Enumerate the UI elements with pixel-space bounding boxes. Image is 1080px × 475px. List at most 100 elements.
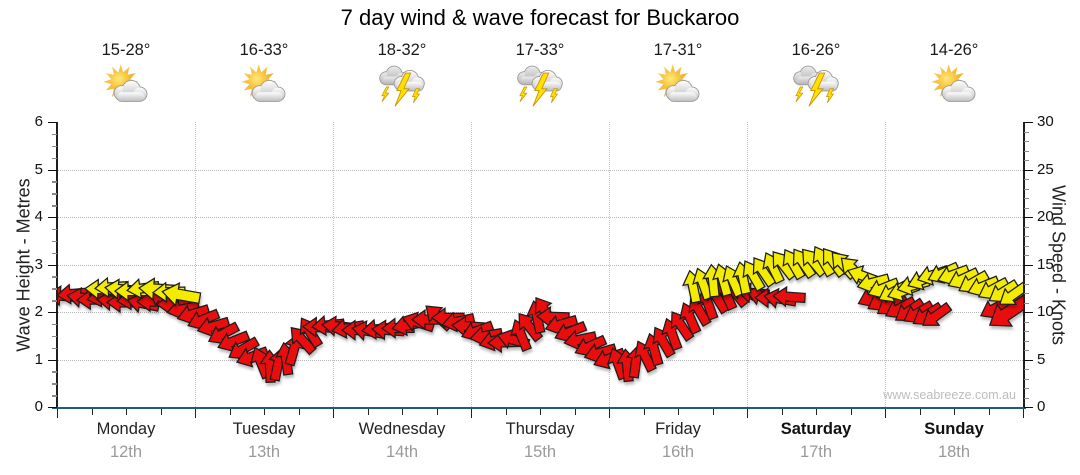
day-column-thursday: 17-33° bbox=[471, 40, 609, 122]
right-axis-tick bbox=[1024, 388, 1029, 390]
right-axis-tick bbox=[1024, 131, 1029, 133]
x-axis-date-label: 16th bbox=[661, 443, 695, 461]
right-axis-tick-label: 10 bbox=[1037, 303, 1054, 320]
right-axis-tick-label: 20 bbox=[1037, 208, 1054, 225]
bottom-axis-tick bbox=[57, 409, 59, 418]
chart-title: 7 day wind & wave forecast for Buckaroo bbox=[340, 5, 740, 30]
left-axis-tick bbox=[52, 335, 57, 338]
sun-behind-cloud-icon bbox=[650, 62, 706, 112]
left-axis-tick bbox=[52, 228, 57, 231]
x-axis-day-label: Saturday bbox=[780, 420, 852, 438]
left-axis-tick-label: 6 bbox=[34, 113, 43, 130]
bottom-axis-tick bbox=[126, 409, 128, 415]
bottom-axis-tick bbox=[954, 409, 956, 415]
day-column-friday: 17-31° bbox=[609, 40, 747, 122]
bottom-axis-tick bbox=[919, 409, 921, 415]
wind-arrow bbox=[563, 329, 598, 351]
temperature-range-label: 16-26° bbox=[791, 41, 841, 59]
bottom-axis-tick bbox=[229, 409, 231, 415]
day-column-sunday: 14-26° bbox=[885, 40, 1023, 122]
left-axis-tick-label: 3 bbox=[34, 255, 43, 273]
bottom-axis-tick bbox=[781, 409, 783, 415]
x-axis-day-label: Tuesday bbox=[232, 420, 296, 438]
storm-clouds-lightning-icon bbox=[374, 62, 430, 112]
bottom-axis-tick bbox=[712, 409, 714, 415]
bottom-axis-tick bbox=[505, 409, 507, 415]
day-column-wednesday: 18-32° bbox=[333, 40, 471, 122]
day-boundary-gridline bbox=[471, 122, 472, 407]
bottom-axis-tick bbox=[367, 409, 369, 415]
right-axis-tick bbox=[1024, 198, 1029, 200]
left-axis-tick bbox=[48, 312, 57, 314]
wind-arrow bbox=[217, 330, 251, 353]
right-axis-tick bbox=[1024, 264, 1033, 266]
wind-arrow bbox=[988, 294, 1023, 327]
left-axis-tick-label: 1 bbox=[34, 350, 43, 368]
right-axis-tick bbox=[1024, 378, 1029, 380]
red-arrows bbox=[57, 278, 1023, 383]
bottom-axis-tick bbox=[850, 409, 852, 415]
left-axis-tick bbox=[52, 300, 57, 302]
right-axis-tick bbox=[1024, 122, 1033, 124]
temperature-range-label: 17-31° bbox=[653, 41, 703, 59]
left-axis-tick bbox=[52, 205, 57, 207]
storm-clouds-lightning-icon bbox=[788, 62, 844, 112]
right-axis-tick bbox=[1024, 141, 1029, 143]
temperature-range-label: 14-26° bbox=[929, 41, 979, 59]
left-axis-tick bbox=[48, 122, 57, 124]
right-axis-tick bbox=[1024, 407, 1033, 409]
storm-clouds-lightning-icon bbox=[512, 62, 568, 112]
day-boundary-gridline bbox=[333, 122, 334, 407]
x-axis-date-label: 12th bbox=[109, 443, 143, 461]
bottom-axis-tick bbox=[747, 409, 749, 418]
right-axis-tick-label: 0 bbox=[1037, 398, 1046, 415]
x-axis-date-label: 13th bbox=[247, 443, 281, 461]
right-axis-tick bbox=[1024, 226, 1029, 228]
left-axis-tick bbox=[52, 133, 57, 136]
right-axis-tick bbox=[1024, 293, 1029, 295]
x-axis-day-label: Sunday bbox=[924, 420, 984, 438]
right-axis-line bbox=[1023, 122, 1025, 407]
wind-arrow bbox=[771, 285, 806, 308]
temperature-range-label: 18-32° bbox=[377, 41, 427, 59]
left-axis-tick bbox=[48, 169, 57, 171]
horizontal-gridline bbox=[57, 264, 1023, 266]
right-axis-tick bbox=[1024, 321, 1029, 323]
left-axis-tick bbox=[52, 276, 57, 278]
left-axis-tick bbox=[52, 395, 57, 397]
bottom-axis-tick bbox=[540, 409, 542, 415]
right-axis-tick bbox=[1024, 359, 1033, 361]
left-axis-tick bbox=[52, 193, 57, 195]
temperature-range-label: 17-33° bbox=[515, 41, 565, 59]
day-boundary-gridline bbox=[195, 122, 196, 407]
right-axis-tick bbox=[1024, 188, 1029, 190]
left-axis-tick-label: 5 bbox=[34, 160, 43, 178]
right-axis-tick bbox=[1024, 274, 1029, 276]
right-axis-tick-label: 5 bbox=[1037, 350, 1046, 368]
left-axis-tick bbox=[48, 217, 57, 219]
day-boundary-gridline bbox=[885, 122, 886, 407]
bottom-axis-tick bbox=[160, 409, 162, 415]
left-axis-tick bbox=[52, 252, 57, 255]
left-axis-tick bbox=[48, 264, 57, 266]
x-axis-date-label: 14th bbox=[385, 443, 419, 461]
left-axis-tick-label: 2 bbox=[34, 303, 43, 320]
x-axis-day-label: Friday bbox=[655, 420, 701, 438]
bottom-axis-tick bbox=[333, 409, 335, 418]
bottom-axis-line bbox=[52, 407, 1026, 409]
right-axis-tick bbox=[1024, 283, 1029, 285]
right-axis-tick bbox=[1024, 312, 1033, 314]
plot-area bbox=[57, 122, 1023, 407]
bottom-axis-tick bbox=[816, 409, 818, 415]
bottom-axis-tick bbox=[1023, 409, 1025, 418]
day-column-tuesday: 16-33° bbox=[195, 40, 333, 122]
left-axis-tick bbox=[52, 371, 57, 373]
wind-arrow-series bbox=[57, 245, 1023, 383]
wind-arrow bbox=[196, 316, 231, 338]
right-axis-tick bbox=[1024, 169, 1033, 171]
left-axis-tick bbox=[52, 383, 57, 385]
horizontal-gridline bbox=[57, 217, 1023, 218]
left-axis-tick bbox=[52, 323, 57, 326]
bottom-axis-tick bbox=[574, 409, 576, 415]
yellow-arrows bbox=[83, 245, 1023, 307]
